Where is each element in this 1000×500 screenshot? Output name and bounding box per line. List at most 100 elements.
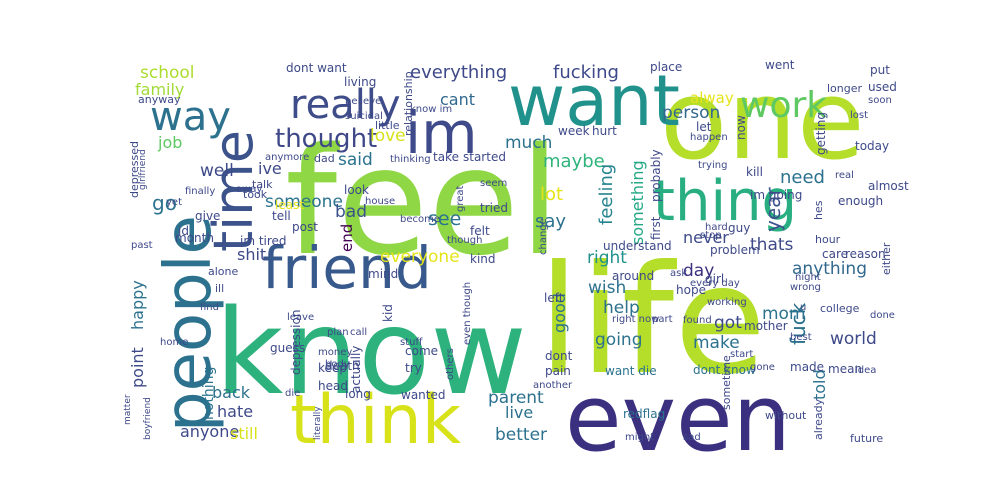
word-sad: sad — [683, 432, 701, 443]
word-anyway: anyway — [138, 93, 181, 106]
word-getting: getting — [814, 112, 828, 155]
word-without: without — [765, 409, 807, 422]
word-started: started — [463, 150, 506, 164]
word-week: week — [558, 124, 590, 138]
word-alone: alone — [208, 265, 238, 278]
word-soon: soon — [868, 95, 892, 106]
word-actually: actually — [349, 346, 363, 393]
word-believe: believe — [345, 96, 381, 107]
word-person: person — [662, 103, 720, 123]
word-try: try — [405, 361, 422, 375]
word-idea: idea — [855, 365, 876, 376]
word-gone: gone — [750, 362, 775, 373]
word-boyfriend: boyfriend — [143, 397, 153, 440]
word-cant: cant — [440, 90, 475, 109]
word-know: know — [215, 283, 527, 421]
word-college: college — [820, 302, 860, 315]
word-dad: dad — [314, 152, 335, 165]
word-work: work — [740, 85, 827, 126]
word-parent: parent — [488, 388, 544, 408]
word-today: today — [855, 139, 889, 153]
word-care: care — [822, 247, 848, 261]
word-working: working — [707, 297, 747, 308]
word-went: went — [765, 58, 795, 72]
word-best: best — [790, 332, 812, 343]
word-hes: hes — [812, 200, 825, 220]
word-great: great — [455, 185, 466, 212]
word-yet: yet — [166, 197, 182, 208]
word-every-day: every day — [690, 278, 740, 289]
word-relationship: relationship — [402, 71, 415, 136]
word-part: part — [652, 314, 673, 325]
word-thinking: thinking — [390, 154, 431, 165]
word-body: body — [325, 359, 350, 370]
word-see: see — [428, 208, 461, 230]
word-want-die: want die — [605, 364, 657, 378]
word-matter: matter — [123, 394, 133, 425]
word-finally: finally — [185, 186, 215, 197]
word-fucking: fucking — [553, 62, 619, 83]
word-never: never — [683, 228, 729, 247]
word-well: well — [200, 161, 234, 181]
word-alway: alway — [690, 89, 734, 107]
word-made: made — [790, 360, 824, 374]
word-sometime: sometime — [720, 355, 733, 410]
word-fuck: fuck — [786, 302, 810, 345]
word-ill: ill — [215, 282, 224, 295]
word-right: right — [587, 248, 627, 268]
word-happen: happen — [690, 132, 728, 143]
word-change: change — [538, 218, 549, 255]
word-help: help — [603, 298, 640, 318]
word-reason: reason — [845, 247, 886, 261]
word-dont: dont — [545, 349, 573, 363]
word-even-though: even though — [462, 282, 473, 345]
word-first: first — [649, 216, 663, 240]
word-good: good — [550, 293, 569, 333]
word-least: least — [275, 198, 304, 212]
word-place: place — [650, 60, 682, 74]
word-girl: girl — [705, 272, 724, 286]
word-lost: lost — [850, 110, 868, 121]
word-left: left — [544, 291, 564, 305]
word-way: way — [150, 94, 231, 140]
word-pain: pain — [545, 364, 571, 378]
word-now: now — [734, 115, 748, 140]
word-plan: plan — [327, 327, 349, 338]
word-world: world — [830, 329, 877, 349]
word-die: die — [285, 388, 300, 399]
word-thought: thought — [275, 124, 377, 154]
word-stop: stop — [700, 230, 722, 241]
word-come: come — [405, 344, 438, 358]
word-much: much — [505, 133, 552, 153]
word-everyone: everyone — [380, 247, 460, 267]
word-kid: kid — [381, 304, 395, 322]
word-kill: kill — [746, 165, 763, 179]
word-end: end — [338, 224, 356, 252]
word-ask: ask — [670, 268, 687, 279]
word-day: day — [683, 261, 714, 281]
word-seem: seem — [480, 178, 507, 189]
word-stuff: stuff — [400, 337, 423, 348]
word-find: find — [200, 302, 219, 313]
word-away: away — [236, 184, 262, 195]
word-got: got — [714, 313, 742, 333]
word-might: might — [625, 432, 654, 443]
word-mom: mom — [762, 304, 806, 324]
word-talk: talk — [252, 178, 273, 191]
word-think: think — [290, 381, 462, 460]
word-year: year — [761, 187, 785, 232]
word-home: home — [160, 337, 188, 348]
word-hurt: hurt — [592, 124, 617, 138]
word-life: life — [538, 234, 766, 408]
word-used: used — [868, 80, 897, 94]
word-leave: leave — [287, 312, 314, 323]
word-let: let — [696, 120, 712, 134]
word-job: job — [157, 133, 182, 152]
word-felt: felt — [470, 224, 490, 238]
word-others: others — [445, 348, 456, 380]
word-past: past — [131, 240, 153, 251]
word-lot: lot — [540, 184, 563, 205]
word-live: live — [505, 403, 533, 422]
word-ive: ive — [258, 159, 282, 178]
word-feeling: feeling — [596, 164, 617, 225]
